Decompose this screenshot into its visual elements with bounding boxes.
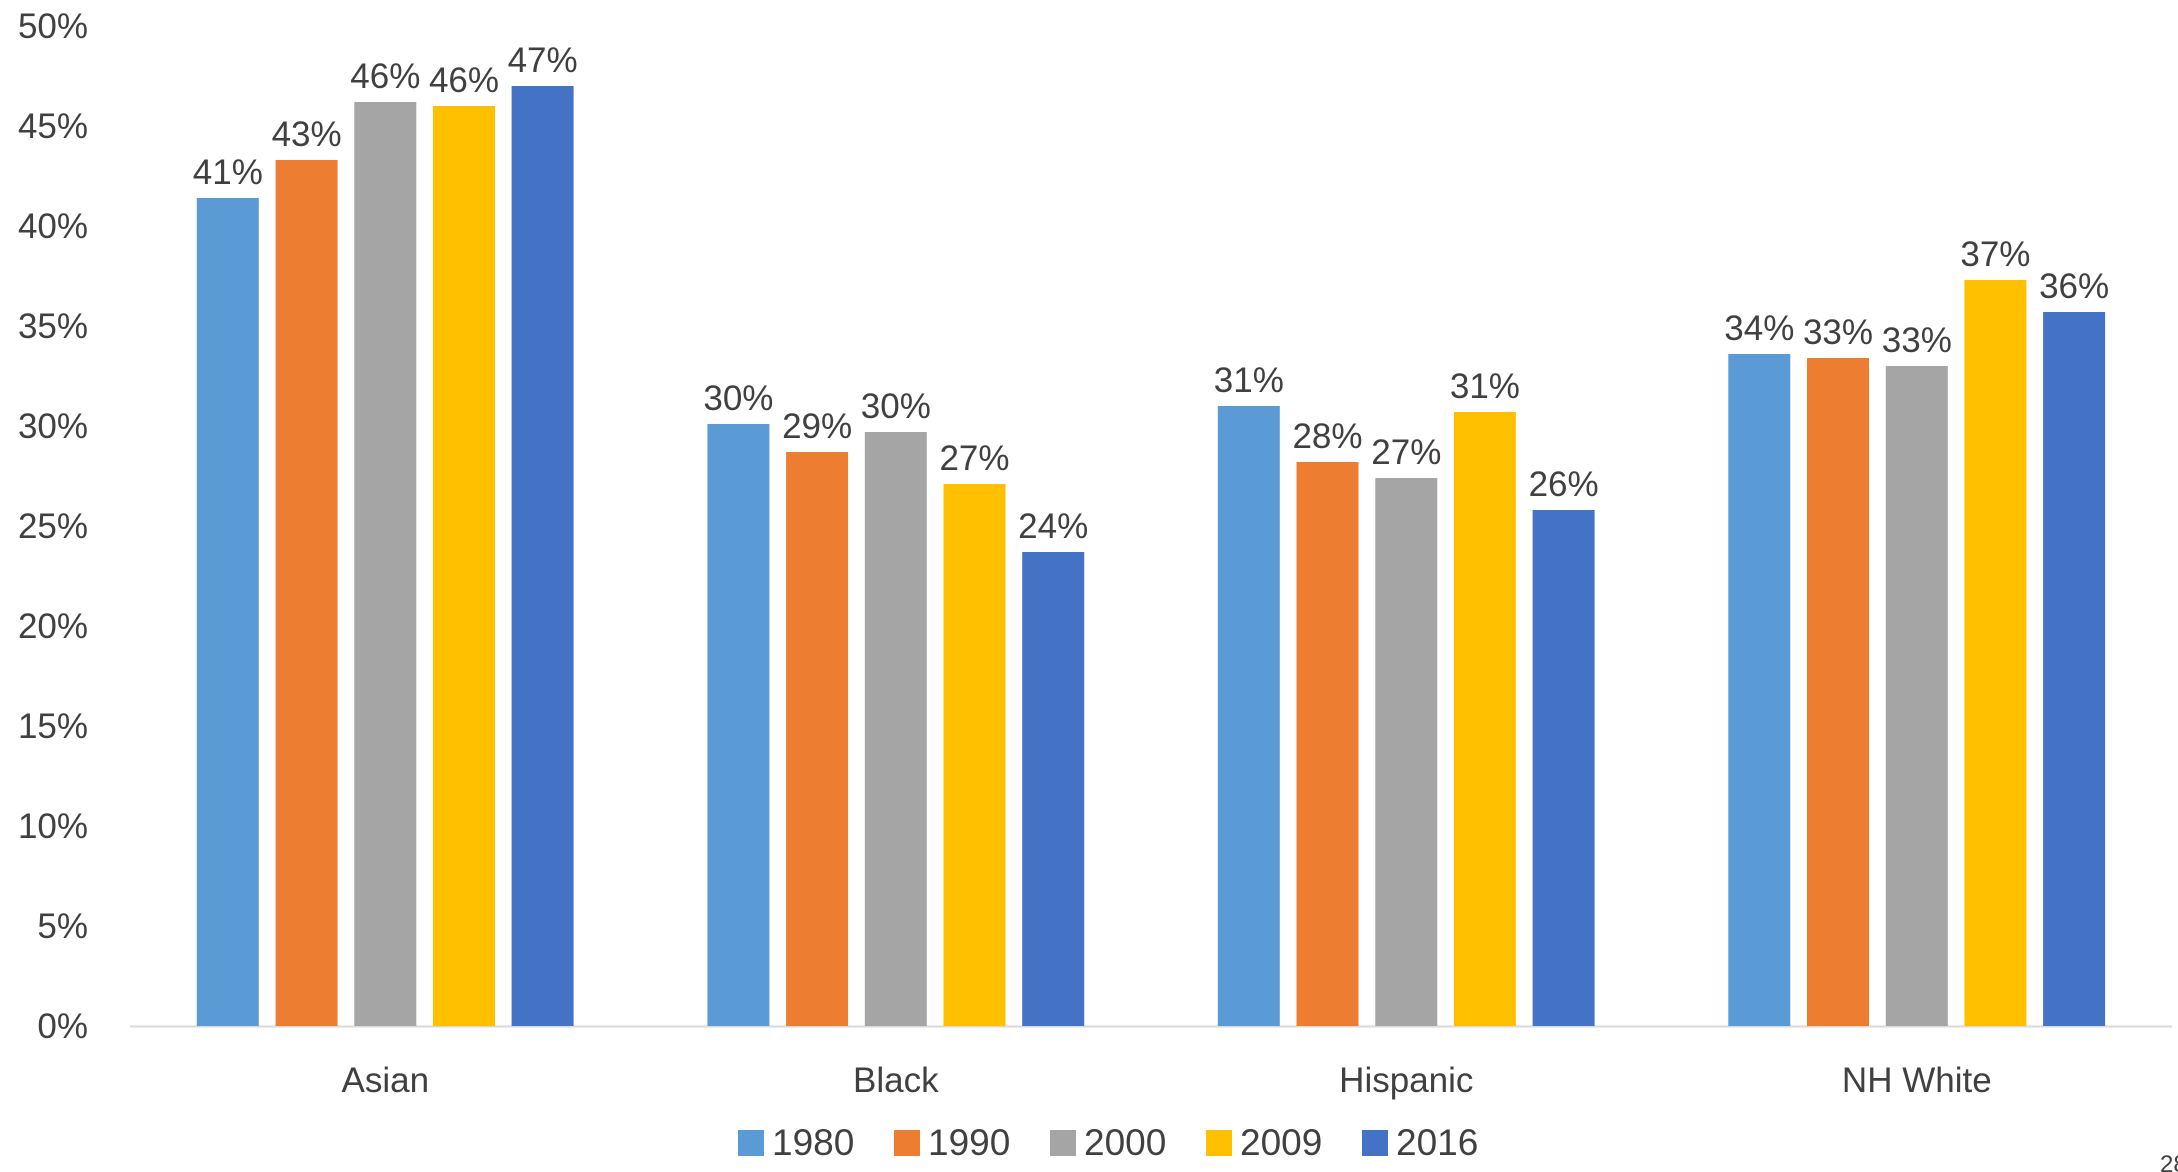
y-axis: 0% 5% 10% 15% 20% 25% 30% 35% 40% 45% 50% <box>18 7 88 1046</box>
y-tick-label: 0% <box>37 1007 88 1046</box>
y-tick-label: 50% <box>18 7 88 46</box>
legend-label: 2009 <box>1240 1122 1322 1163</box>
data-label: 28% <box>1292 417 1362 456</box>
data-label: 30% <box>861 387 931 426</box>
data-label: 30% <box>703 379 773 418</box>
x-tick-label: Black <box>853 1061 939 1100</box>
bar <box>511 86 574 1026</box>
data-labels-group: 41%43%46% 46%47%30%29%30%27%24%31%28% 27%3… <box>193 41 2109 546</box>
legend-label: 1980 <box>772 1122 854 1163</box>
legend-label: 1990 <box>928 1122 1010 1163</box>
data-label: 46% <box>429 61 499 100</box>
legend-label: 2016 <box>1396 1122 1478 1163</box>
y-tick-label: 10% <box>18 807 88 846</box>
legend-swatch <box>1206 1130 1232 1156</box>
data-label: 47% <box>508 41 578 80</box>
bar <box>786 452 849 1026</box>
bar <box>943 484 1006 1026</box>
bar <box>1885 366 1948 1026</box>
legend: 1980 1990 2000 2009 2016 <box>738 1122 1478 1163</box>
data-label: 33% <box>1882 321 1952 360</box>
x-tick-label: Asian <box>342 1061 430 1100</box>
bar <box>1807 358 1869 1026</box>
bar <box>1532 510 1595 1026</box>
legend-swatch <box>1050 1130 1076 1156</box>
page-number: 28 <box>2160 1151 2178 1172</box>
data-label: 46% <box>350 57 420 96</box>
bar <box>1453 412 1516 1026</box>
data-label: 34% <box>1724 309 1794 348</box>
data-label: 31% <box>1450 367 1520 406</box>
bar <box>275 160 338 1026</box>
legend-item: 2009 <box>1206 1122 1322 1163</box>
legend-swatch <box>738 1130 764 1156</box>
legend-item: 1980 <box>738 1122 854 1163</box>
bar <box>196 198 259 1026</box>
data-label: 41% <box>193 153 263 192</box>
bar <box>1217 406 1280 1026</box>
y-tick-label: 40% <box>18 207 88 246</box>
legend-item: 2016 <box>1362 1122 1478 1163</box>
data-label: 43% <box>272 115 342 154</box>
y-tick-label: 5% <box>37 907 88 946</box>
y-tick-label: 35% <box>18 307 88 346</box>
bar <box>1022 552 1085 1026</box>
legend-item: 2000 <box>1050 1122 1166 1163</box>
data-label: 29% <box>782 407 852 446</box>
bar <box>354 102 417 1026</box>
bar <box>1728 354 1791 1026</box>
x-tick-label: NH White <box>1842 1061 1992 1100</box>
bar <box>1296 462 1359 1026</box>
legend-item: 1990 <box>894 1122 1010 1163</box>
data-label: 26% <box>1529 465 1599 504</box>
y-tick-label: 45% <box>18 107 88 146</box>
data-label: 24% <box>1018 507 1088 546</box>
legend-swatch <box>1362 1130 1388 1156</box>
data-label: 27% <box>939 439 1009 478</box>
x-axis: Asian Black Hispanic NH White <box>342 1061 1992 1100</box>
y-tick-label: 20% <box>18 607 88 646</box>
data-label: 37% <box>1960 235 2030 274</box>
data-label: 33% <box>1803 313 1873 352</box>
bars-group <box>196 86 2106 1026</box>
y-tick-label: 15% <box>18 707 88 746</box>
y-tick-label: 25% <box>18 507 88 546</box>
bar <box>864 432 927 1026</box>
data-label: 27% <box>1371 433 1441 472</box>
x-tick-label: Hispanic <box>1339 1061 1473 1100</box>
bar <box>433 106 495 1026</box>
bar <box>1964 280 2027 1026</box>
legend-label: 2000 <box>1084 1122 1166 1163</box>
data-label: 36% <box>2039 267 2109 306</box>
y-tick-label: 30% <box>18 407 88 446</box>
bar <box>2043 312 2106 1026</box>
bar <box>707 424 770 1026</box>
data-label: 31% <box>1214 361 1284 400</box>
bar <box>1375 478 1438 1026</box>
legend-swatch <box>894 1130 920 1156</box>
